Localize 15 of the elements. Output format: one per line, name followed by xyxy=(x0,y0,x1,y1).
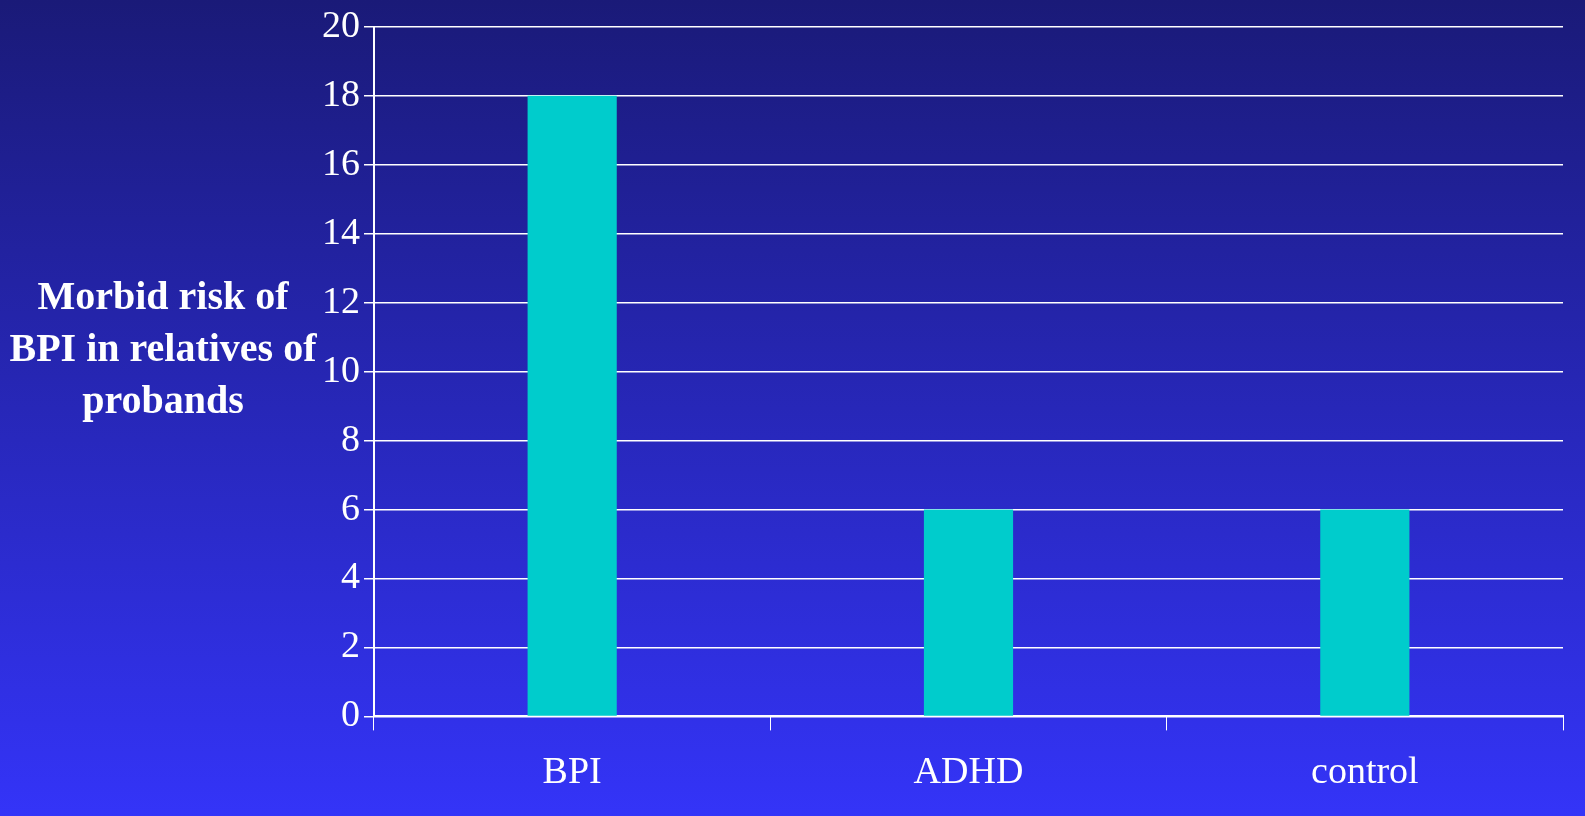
y-tick-label: 0 xyxy=(341,692,360,735)
x-tick-label: control xyxy=(1311,749,1419,792)
y-tick-label: 14 xyxy=(322,209,360,252)
y-tick-label: 12 xyxy=(322,278,360,321)
y-tick-label: 6 xyxy=(341,485,360,528)
x-tick-label: ADHD xyxy=(913,749,1024,792)
x-tick-label: BPI xyxy=(542,749,602,792)
y-tick-label: 18 xyxy=(322,71,360,114)
y-tick-label: 16 xyxy=(322,140,360,183)
y-tick-label: 10 xyxy=(322,347,360,390)
y-tick-label: 20 xyxy=(322,2,360,45)
y-tick-label: 8 xyxy=(341,416,360,459)
y-tick-label: 2 xyxy=(341,623,360,666)
y-tick-label: 4 xyxy=(341,554,360,597)
y-axis-title: Morbid risk of BPI in relatives of probands xyxy=(8,272,318,424)
